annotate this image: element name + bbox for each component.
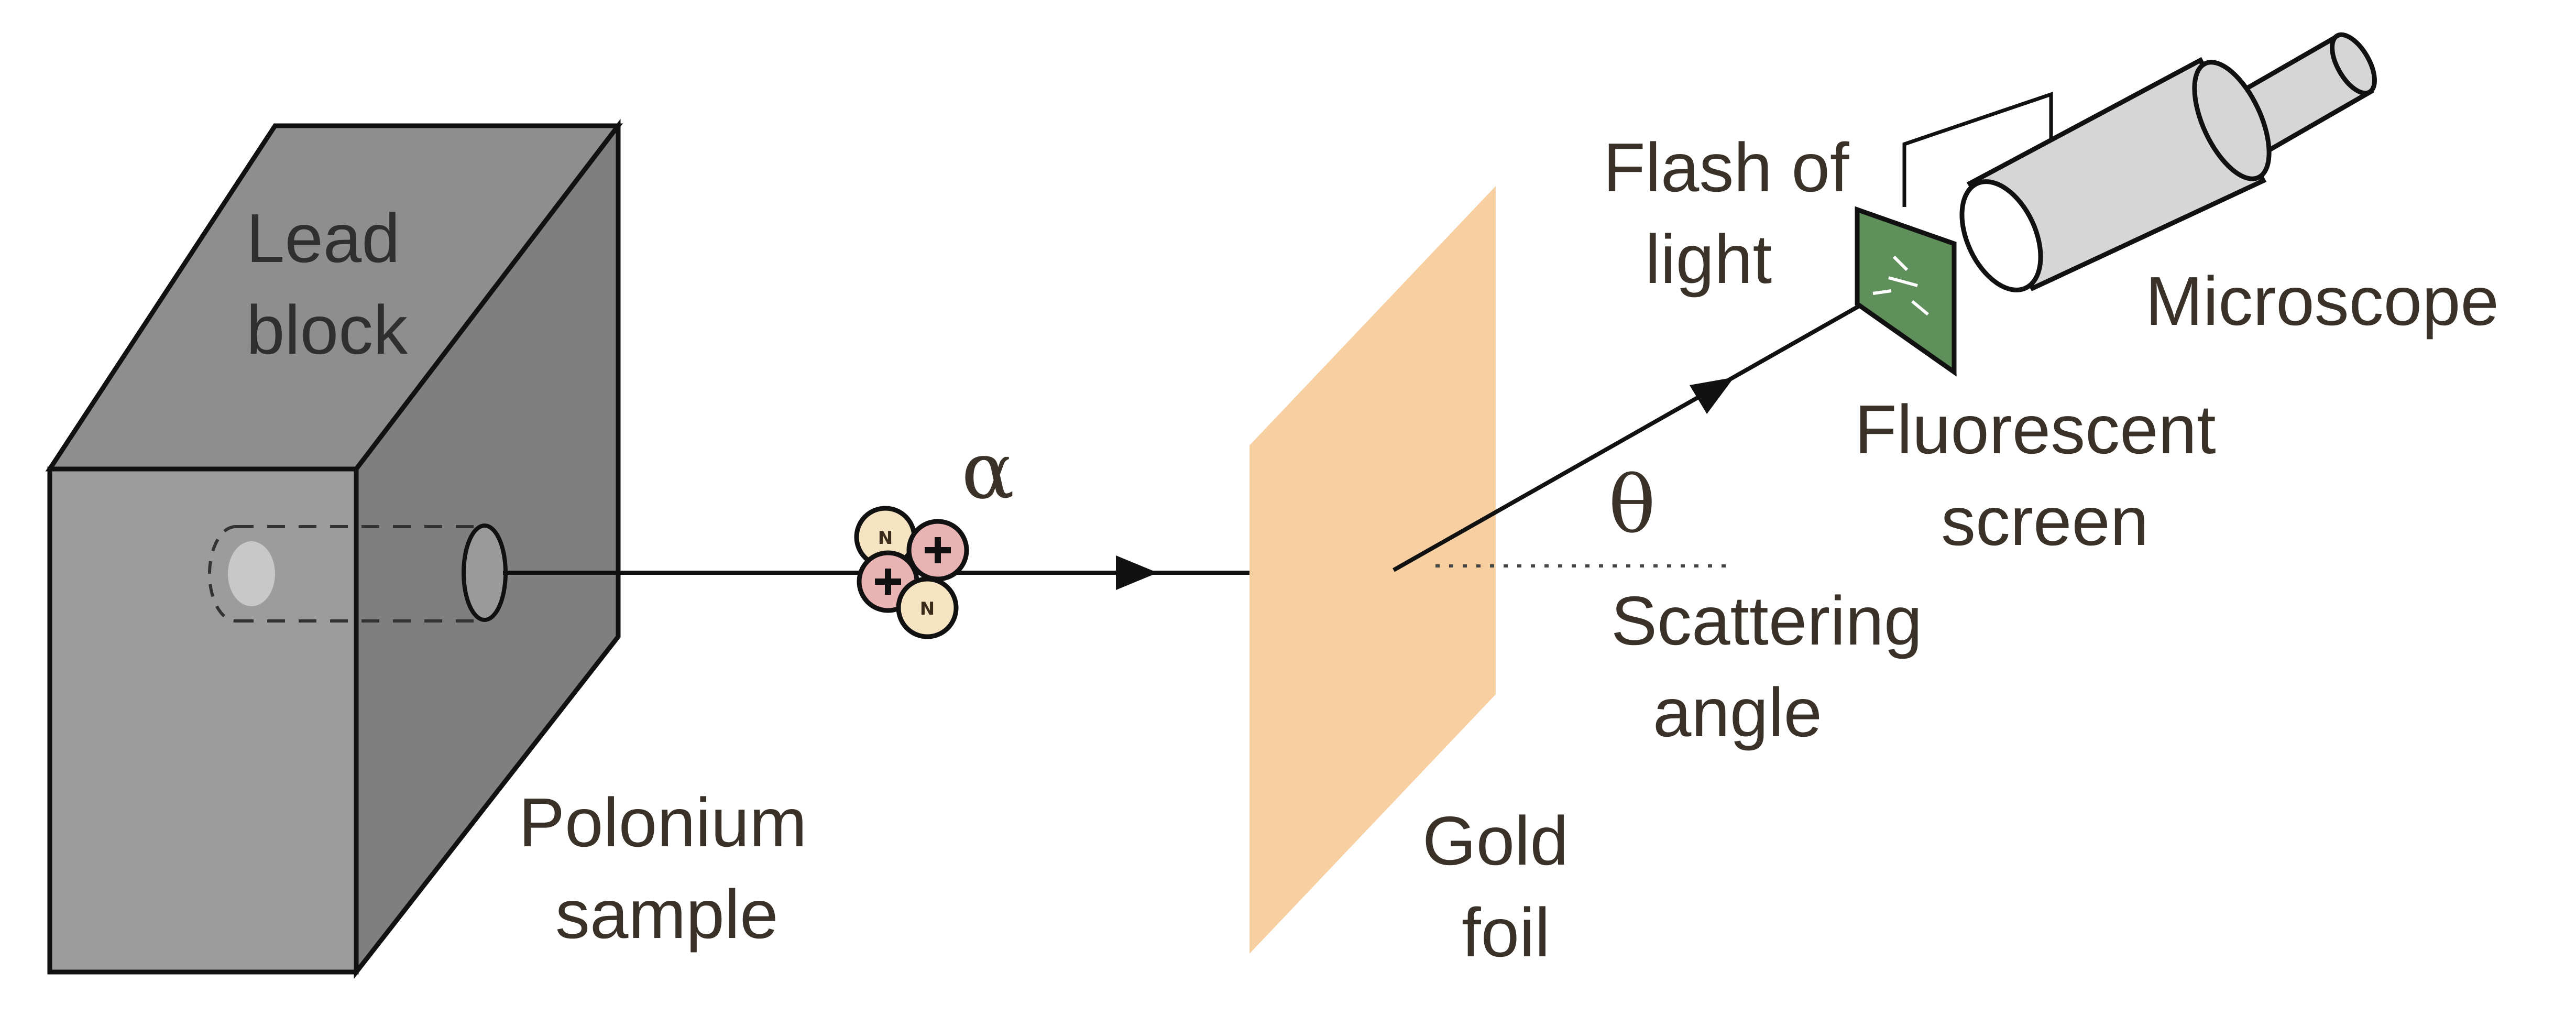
label-theta: θ [1608, 460, 1656, 551]
nucleon-label: N [878, 528, 893, 549]
microscope-eyepiece-end [2330, 32, 2377, 96]
plus-icon [875, 569, 901, 595]
bore-channel-back [208, 525, 236, 623]
connecting-wire [1902, 92, 2053, 207]
label-microscope: Microscope [2145, 263, 2499, 340]
plus-icon [925, 537, 951, 563]
label-gold-foil: Gold foil [1422, 802, 1588, 971]
gold-foil [1249, 186, 1496, 954]
flash-of-light-icon [1872, 255, 1929, 316]
alpha-beam-arrowhead [1116, 555, 1158, 590]
lead-block [45, 118, 623, 979]
label-flash-of-light: Flash of light [1603, 129, 1868, 298]
polonium-sample-spot [228, 541, 275, 606]
scattered-path [1393, 278, 1905, 572]
label-lead-block: Lead block [246, 200, 419, 368]
label-scattering-angle: Scattering angle [1611, 582, 1942, 751]
microscope [1959, 32, 2377, 292]
scattered-path-arrowhead [1690, 377, 1734, 414]
alpha-particle: N N [854, 506, 969, 639]
label-fluorescent-screen: Fluorescent screen [1855, 391, 2235, 560]
label-polonium-sample: Polonium sample [519, 784, 826, 953]
microscope-body-end [2192, 60, 2272, 181]
label-alpha: α [961, 425, 1014, 517]
microscope-objective-lens [1959, 179, 2043, 292]
bore-opening [462, 523, 508, 622]
lead-block-front-face [47, 466, 359, 975]
fluorescent-screen [1855, 206, 1957, 377]
neutron [896, 576, 959, 639]
nucleon-label: N [920, 598, 935, 619]
